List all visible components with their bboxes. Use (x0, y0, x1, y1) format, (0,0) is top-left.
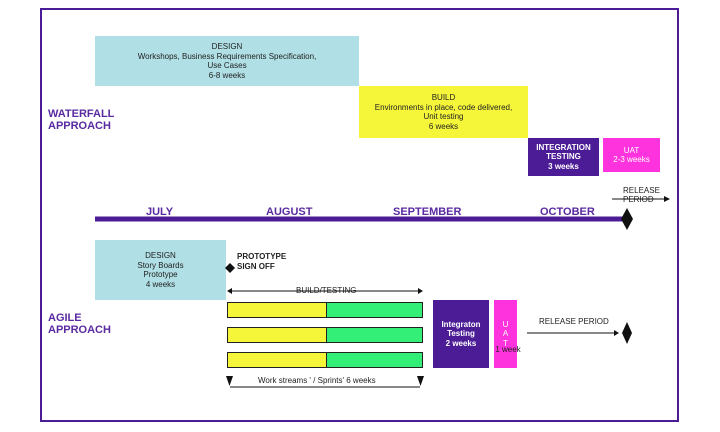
sprint-bar-1-test (327, 303, 422, 317)
month-october: OCTOBER (540, 206, 595, 218)
month-july: JULY (146, 206, 174, 218)
waterfall-release-line1: RELEASE (623, 186, 660, 195)
sprint-bar-1 (227, 302, 423, 318)
workstreams-right-marker (417, 376, 424, 386)
waterfall-build-title: BUILD (431, 93, 456, 102)
waterfall-design-duration: 6-8 weeks (208, 70, 246, 80)
build-testing-right-head (418, 288, 423, 294)
build-testing-left-head (227, 288, 232, 294)
sprint-bar-3 (227, 352, 423, 368)
waterfall-label-line1: WATERFALL (48, 108, 115, 120)
agile-release-label: RELEASE PERIOD (539, 317, 609, 326)
waterfall-uat-duration: 2-3 weeks (613, 155, 650, 164)
agile-uat-letter-t: T (503, 338, 508, 348)
timeline-diamond (621, 208, 633, 230)
waterfall-uat-title: UAT (623, 145, 640, 155)
agile-label-line2: APPROACH (48, 324, 111, 336)
waterfall-label-line2: APPROACH (48, 120, 111, 132)
workstreams-left-marker (226, 376, 233, 386)
waterfall-release-arrowhead (664, 196, 670, 202)
agile-release-diamond (622, 322, 632, 344)
agile-design-title: DESIGN (145, 251, 176, 260)
sprint-bar-2 (227, 327, 423, 343)
agile-uat-letter-a: A (502, 329, 509, 339)
agile-integration-line1: Integraton (441, 319, 481, 329)
sprint-bar-2-build (228, 328, 327, 342)
agile-integration-duration: 2 weeks (445, 338, 477, 348)
waterfall-design-box: DESIGN Workshops, Business Requirements … (95, 36, 359, 86)
waterfall-design-line1: Workshops, Business Requirements Specifi… (137, 51, 317, 61)
month-august: AUGUST (266, 206, 313, 218)
waterfall-design-line2: Use Cases (207, 61, 247, 70)
agile-integration-box: Integraton Testing 2 weeks (433, 300, 489, 368)
waterfall-integration-box: INTEGRATION TESTING 3 weeks (528, 138, 599, 176)
sprint-bar-1-build (228, 303, 327, 317)
prototype-signoff-diamond (225, 263, 235, 273)
sprint-bar-3-test (327, 353, 422, 367)
agile-uat-box: U A T (494, 300, 517, 368)
agile-design-box: DESIGN Story Boards Prototype 4 weeks (95, 240, 226, 300)
month-september: SEPTEMBER (393, 206, 462, 218)
agile-design-duration: 4 weeks (145, 279, 176, 289)
agile-release-arrowhead (614, 330, 619, 336)
waterfall-design-title: DESIGN (211, 42, 243, 51)
prototype-signoff-label: PROTOTYPE SIGN OFF (237, 252, 286, 272)
waterfall-integration-line1: INTEGRATION (536, 142, 591, 152)
agile-integration-line2: Testing (447, 329, 475, 339)
agile-label-line1: AGILE (48, 312, 82, 324)
agile-uat-letter-u: U (502, 319, 509, 329)
waterfall-build-line2: Unit testing (423, 112, 464, 121)
sprint-bar-2-test (327, 328, 422, 342)
waterfall-integration-line2: TESTING (546, 152, 581, 162)
waterfall-uat-box: UAT 2-3 weeks (603, 138, 660, 172)
agile-design-line2: Prototype (143, 270, 178, 279)
sprint-bar-3-build (228, 353, 327, 367)
agile-design-line1: Story Boards (137, 260, 184, 270)
agile-approach-label: AGILE APPROACH (48, 312, 111, 336)
waterfall-integration-duration: 3 weeks (548, 161, 579, 171)
prototype-signoff-line2: SIGN OFF (237, 262, 275, 271)
prototype-signoff-line1: PROTOTYPE (237, 252, 287, 261)
workstreams-label: Work streams ' / Sprints' 6 weeks (258, 376, 376, 385)
agile-uat-duration: 1 week (495, 345, 521, 354)
waterfall-build-box: BUILD Environments in place, code delive… (359, 86, 528, 138)
waterfall-approach-label: WATERFALL APPROACH (48, 108, 114, 132)
waterfall-build-line1: Environments in place, code delivered, (374, 102, 513, 112)
waterfall-build-duration: 6 weeks (428, 121, 459, 131)
